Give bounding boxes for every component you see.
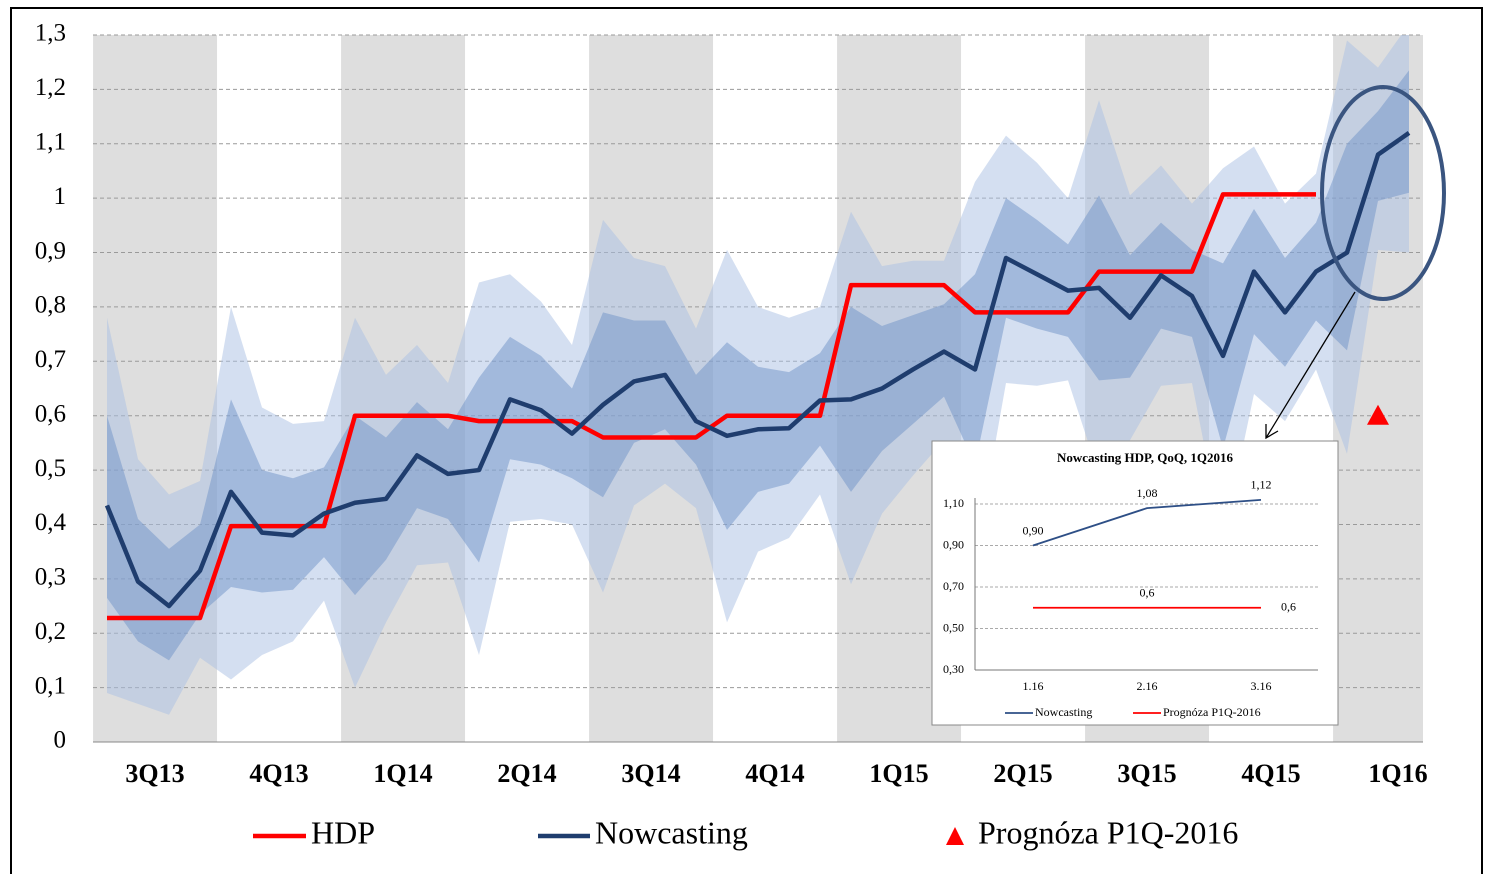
inset-frame — [931, 440, 1339, 726]
arrow-head — [1265, 424, 1279, 440]
x-tick-label: 3Q13 — [125, 759, 184, 788]
x-tick-label: 1Q15 — [869, 759, 928, 788]
annotation-arrow — [1265, 291, 1356, 439]
y-tick-label: 1 — [54, 183, 67, 210]
x-tick-label: 1Q14 — [373, 759, 432, 788]
y-tick-label: 1,3 — [35, 20, 66, 47]
highlight-ellipse — [1320, 85, 1446, 301]
y-tick-label: 0,6 — [35, 400, 66, 427]
legend-label: HDP — [311, 814, 375, 850]
x-tick-label: 2.16 — [1137, 679, 1158, 693]
y-tick-label: 0,2 — [35, 618, 66, 645]
legend-swatch — [946, 827, 964, 845]
main-plot — [104, 85, 1446, 621]
y-tick-label: 0,30 — [943, 662, 964, 676]
y-tick-label: 1,10 — [943, 496, 964, 510]
legend-label: Nowcasting — [1035, 705, 1092, 719]
y-tick-label: 0,70 — [943, 579, 964, 593]
y-tick-label: 0,90 — [943, 537, 964, 551]
y-tick-label: 0,3 — [35, 564, 66, 591]
legend-label: Nowcasting — [595, 814, 748, 850]
y-tick-label: 0,1 — [35, 672, 66, 699]
x-tick-label: 3.16 — [1251, 679, 1272, 693]
x-tick-label: 2Q15 — [993, 759, 1052, 788]
legend-label: Prognóza P1Q-2016 — [1163, 705, 1261, 719]
forecast-marker — [1367, 404, 1389, 425]
y-tick-label: 0,9 — [35, 237, 66, 264]
x-tick-label: 4Q15 — [1241, 759, 1300, 788]
y-tick-label: 0 — [54, 727, 67, 754]
data-label: 0,90 — [1023, 523, 1044, 537]
y-tick-label: 0,50 — [943, 620, 964, 634]
x-tick-label: 4Q13 — [249, 759, 308, 788]
data-label: 1,12 — [1251, 478, 1272, 492]
x-tick-label: 1.16 — [1023, 679, 1044, 693]
y-tick-label: 0,5 — [35, 455, 66, 482]
inset-title: Nowcasting HDP, QoQ, 1Q2016 — [1057, 450, 1234, 465]
y-tick-label: 0,7 — [35, 346, 66, 373]
y-tick-label: 1,2 — [35, 74, 66, 101]
data-label: 0,6 — [1281, 600, 1296, 614]
data-label: 1,08 — [1137, 486, 1158, 500]
confidence-band — [107, 70, 1409, 661]
series-line — [1032, 498, 1262, 547]
x-tick-label: 2Q14 — [497, 759, 556, 788]
y-tick-label: 0,4 — [35, 509, 67, 536]
data-label: 0,6 — [1140, 586, 1155, 600]
x-tick-label: 4Q14 — [745, 759, 804, 788]
legend-label: Prognóza P1Q-2016 — [978, 814, 1238, 850]
x-tick-label: 3Q14 — [621, 759, 680, 788]
bands — [107, 35, 1409, 715]
x-tick-label: 3Q15 — [1117, 759, 1176, 788]
x-tick-label: 1Q16 — [1368, 759, 1427, 788]
frame — [10, 7, 1483, 874]
series-line — [104, 131, 1411, 609]
y-tick-label: 1,1 — [35, 129, 66, 156]
y-tick-label: 0,8 — [35, 292, 66, 319]
